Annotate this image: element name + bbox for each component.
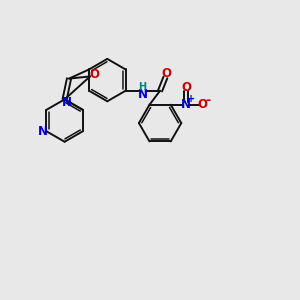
Text: O: O	[198, 98, 208, 111]
Text: +: +	[187, 94, 195, 104]
Text: O: O	[89, 68, 99, 80]
Text: O: O	[181, 81, 191, 94]
Text: N: N	[137, 88, 147, 101]
Text: N: N	[38, 125, 48, 138]
Text: N: N	[62, 96, 72, 110]
Text: O: O	[161, 67, 171, 80]
Text: H: H	[138, 82, 146, 92]
Text: -: -	[206, 94, 211, 107]
Text: N: N	[181, 98, 191, 111]
